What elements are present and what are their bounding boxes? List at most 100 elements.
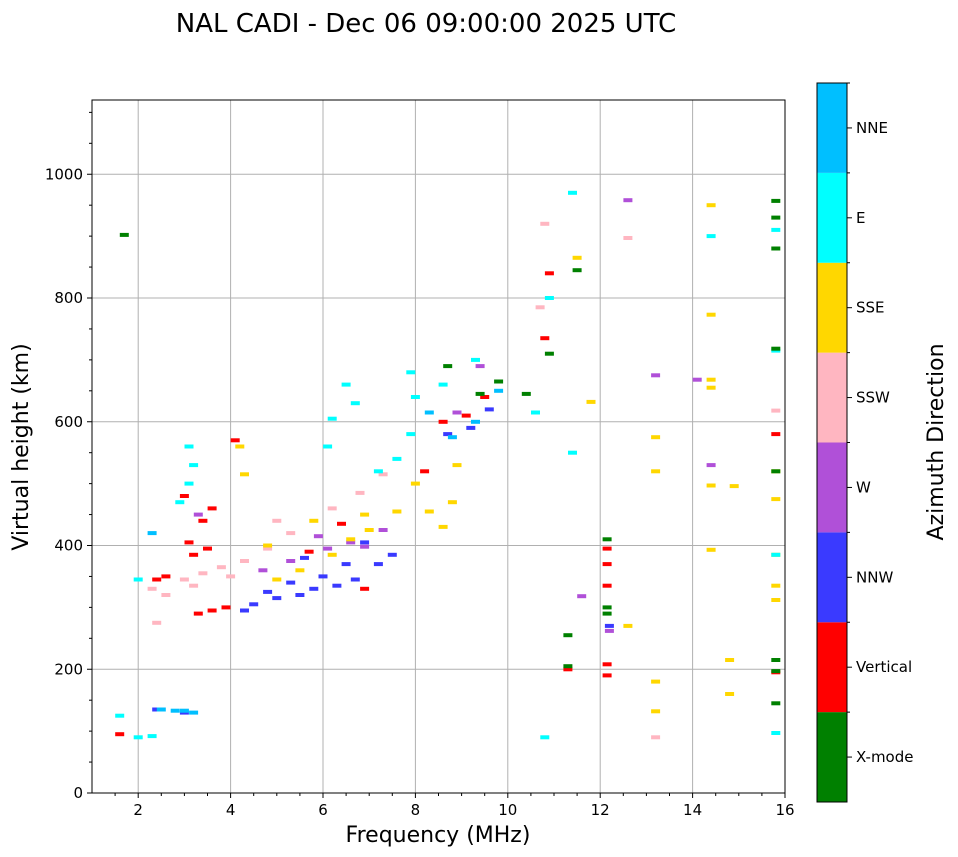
- point-x-mode: [563, 664, 573, 669]
- point-e: [438, 382, 448, 387]
- y-axis: 0 200 400 600 800 1000: [45, 111, 92, 802]
- point-e: [531, 410, 540, 415]
- point-sse: [725, 658, 735, 662]
- point-vertical: [304, 549, 314, 554]
- point-w: [360, 544, 370, 549]
- point-w: [313, 534, 323, 539]
- colorbar-label: Azimuth Direction: [924, 343, 949, 540]
- point-e: [771, 552, 781, 557]
- point-nnw: [332, 583, 342, 588]
- point-vertical: [602, 673, 612, 678]
- y-axis-label: Virtual height (km): [9, 343, 34, 550]
- point-nnw: [484, 407, 494, 412]
- point-e: [327, 416, 337, 421]
- point-sse: [771, 497, 781, 502]
- point-x-mode: [771, 246, 781, 251]
- point-nnw: [360, 540, 370, 545]
- point-x-mode: [771, 346, 781, 351]
- colorbar-tick-label: W: [856, 478, 871, 496]
- point-vertical: [184, 540, 194, 545]
- point-w: [193, 512, 203, 517]
- point-x-mode: [443, 364, 453, 369]
- point-sse: [240, 472, 249, 477]
- point-x-mode: [771, 658, 781, 662]
- point-w: [651, 373, 661, 378]
- point-vertical: [438, 419, 448, 424]
- point-vertical: [602, 562, 612, 567]
- point-w: [623, 198, 633, 203]
- colorbar-swatch-e: [817, 172, 847, 263]
- point-x-mode: [771, 198, 781, 203]
- point-ssw: [327, 506, 337, 511]
- point-w: [706, 463, 716, 468]
- point-e: [771, 227, 781, 232]
- point-ssw: [226, 574, 236, 579]
- point-x-mode: [494, 379, 504, 384]
- point-nnw: [341, 562, 351, 567]
- point-nne: [447, 435, 457, 440]
- point-nne: [471, 419, 480, 424]
- point-nnw: [318, 574, 328, 579]
- point-sse: [729, 484, 739, 489]
- point-sse: [235, 444, 245, 449]
- point-vertical: [115, 732, 125, 737]
- point-nne: [179, 708, 189, 713]
- point-sse: [725, 692, 735, 696]
- point-vertical: [544, 271, 554, 276]
- point-sse: [272, 577, 282, 582]
- point-vertical: [152, 577, 162, 582]
- colorbar-tick-label: SSW: [856, 389, 890, 407]
- point-vertical: [602, 662, 612, 667]
- plot-frame: [91, 99, 786, 794]
- x-tick-label: 6: [318, 801, 328, 819]
- colorbar-swatch-vertical: [817, 622, 847, 713]
- point-x-mode: [563, 633, 573, 638]
- colorbar: X-mode Vertical NNW W SSW SSE E NNE: [816, 82, 913, 803]
- point-sse: [410, 481, 420, 486]
- point-vertical: [420, 469, 430, 474]
- point-sse: [586, 399, 596, 404]
- point-nnw: [152, 707, 162, 712]
- point-x-mode: [572, 268, 582, 273]
- grid: [92, 100, 786, 793]
- point-sse: [706, 377, 716, 382]
- colorbar-swatch-nne: [817, 83, 847, 173]
- point-vertical: [771, 432, 781, 437]
- point-nnw: [443, 432, 453, 437]
- x-tick-label: 10: [498, 801, 517, 819]
- point-x-mode: [771, 669, 781, 674]
- point-vertical: [230, 438, 240, 443]
- point-e: [706, 234, 716, 239]
- point-vertical: [602, 583, 612, 588]
- point-e: [568, 450, 577, 455]
- data-points: [115, 190, 781, 740]
- point-nnw: [466, 425, 476, 430]
- point-w: [604, 628, 614, 633]
- point-nne: [424, 410, 434, 415]
- point-vertical: [563, 667, 573, 672]
- point-w: [475, 364, 485, 369]
- point-nnw: [240, 608, 249, 613]
- y-tick-label: 400: [54, 537, 83, 555]
- point-w: [692, 377, 702, 382]
- point-e: [133, 577, 143, 582]
- chart-title: NAL CADI - Dec 06 09:00:00 2025 UTC: [176, 9, 676, 39]
- point-ssw: [198, 571, 208, 576]
- point-e: [540, 735, 550, 740]
- point-ssw: [179, 577, 189, 582]
- point-x-mode: [771, 469, 781, 474]
- point-x-mode: [119, 232, 129, 237]
- point-sse: [360, 512, 370, 517]
- point-ssw: [216, 565, 226, 570]
- point-ssw: [152, 620, 162, 625]
- point-vertical: [602, 546, 612, 551]
- colorbar-tick-label: Vertical: [856, 658, 912, 676]
- point-vertical: [198, 518, 208, 523]
- point-vertical: [540, 336, 550, 341]
- point-sse: [447, 500, 457, 505]
- point-sse: [706, 203, 716, 208]
- point-e: [544, 296, 554, 300]
- point-sse: [346, 537, 356, 542]
- x-axis: 2 4 6 8 10 12 14 16: [114, 793, 795, 819]
